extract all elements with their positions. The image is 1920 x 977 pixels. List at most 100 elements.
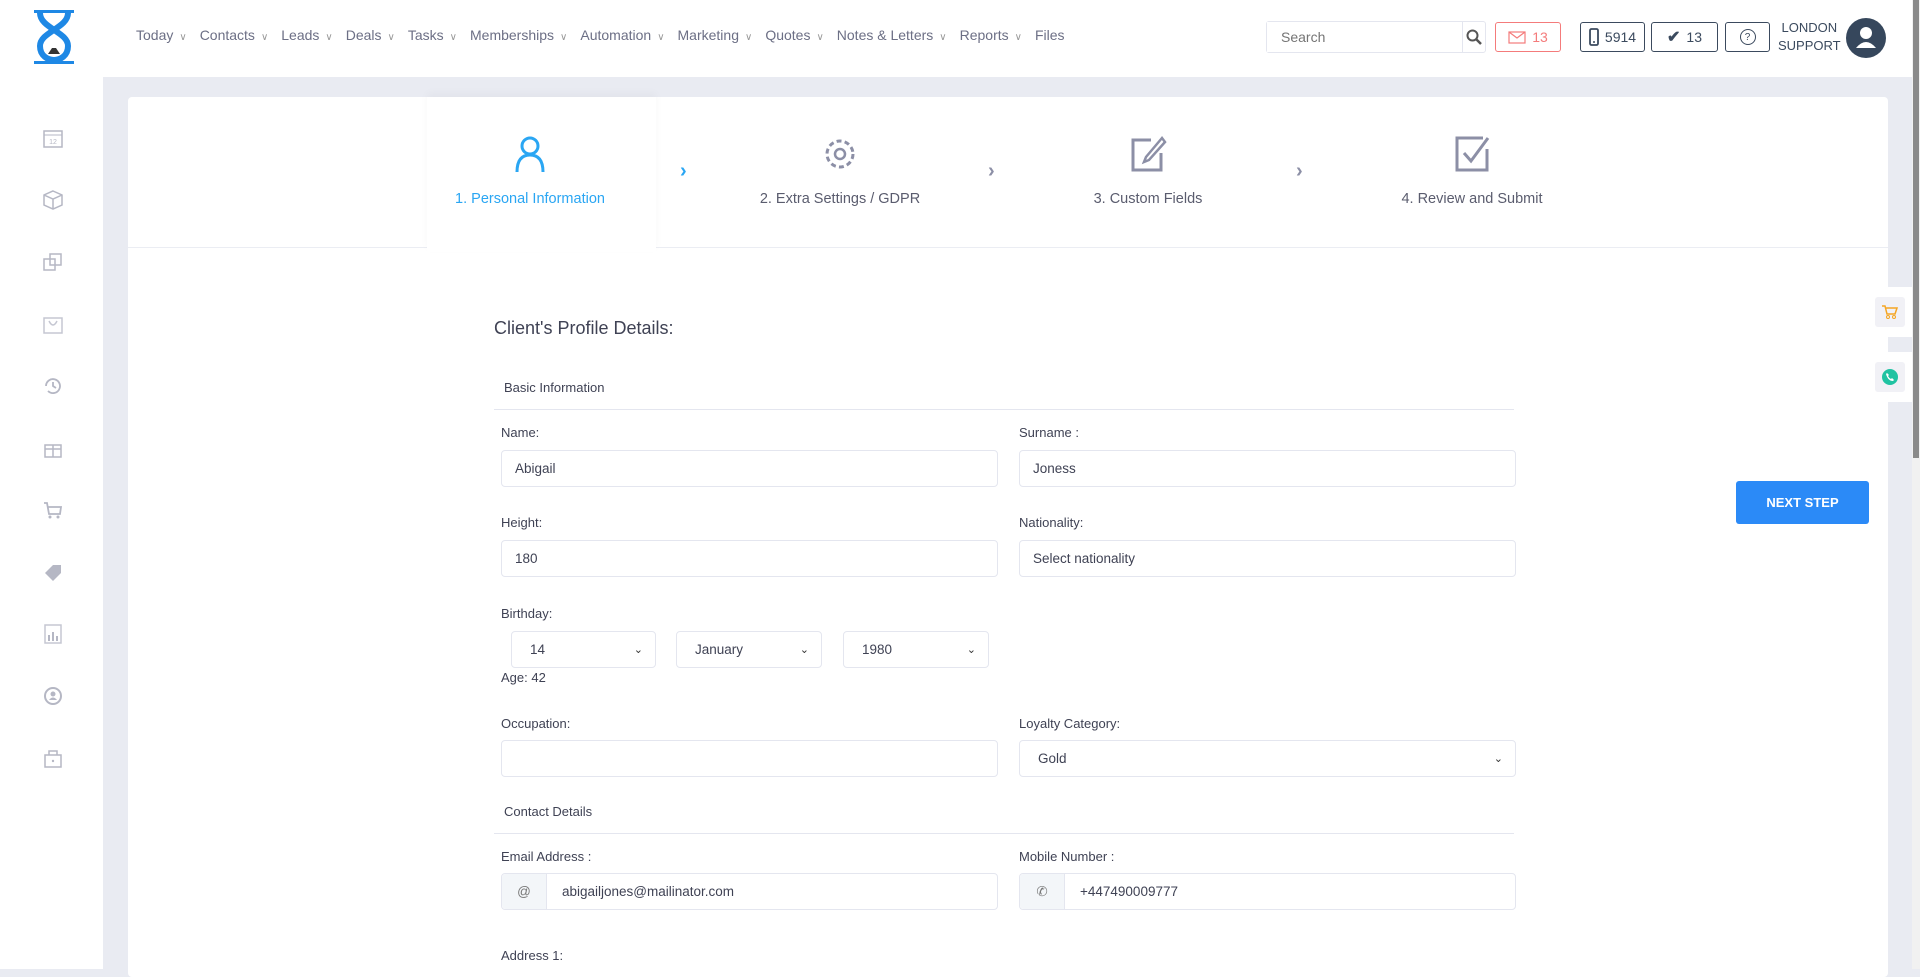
- form-title: Client's Profile Details:: [494, 318, 674, 338]
- step-custom-fields[interactable]: 3. Custom Fields: [1018, 135, 1278, 207]
- tasks-button[interactable]: ✔ 13: [1651, 22, 1718, 52]
- mail-icon: [1508, 30, 1526, 44]
- check-icon: ✔: [1667, 29, 1681, 46]
- tasks-count: 13: [1686, 29, 1702, 45]
- birthday-month-select[interactable]: January ⌄: [676, 631, 822, 668]
- step-personal-information[interactable]: 1. Personal Information: [400, 135, 660, 207]
- search-box: [1266, 21, 1486, 53]
- cart-icon: [1882, 305, 1899, 319]
- tag-icon[interactable]: [42, 561, 64, 583]
- step-extra-settings[interactable]: 2. Extra Settings / GDPR: [710, 135, 970, 207]
- report-icon[interactable]: [42, 623, 64, 645]
- history-icon[interactable]: [42, 375, 64, 397]
- surname-value: Joness: [1033, 461, 1076, 476]
- phone-count: 5914: [1604, 29, 1637, 45]
- height-label: Height:: [501, 515, 543, 530]
- chevron-down-icon: ∨: [260, 32, 269, 43]
- top-header: Today ∨ Contacts ∨ Leads ∨ Deals ∨ Tasks ∨ Me…: [0, 0, 1912, 77]
- email-label: Email Address :: [501, 849, 592, 864]
- chevron-right-icon: ›: [680, 160, 687, 182]
- avatar[interactable]: [1846, 18, 1886, 58]
- gear-icon: [825, 139, 855, 169]
- loyalty-select[interactable]: Gold ⌄: [1019, 740, 1516, 777]
- nav-label: Deals: [345, 27, 382, 43]
- nav-label: Reports: [959, 27, 1009, 43]
- nav-label: Files: [1034, 27, 1065, 43]
- chevron-right-icon: ›: [1296, 160, 1303, 182]
- surname-input[interactable]: Joness: [1019, 450, 1516, 487]
- user-icon: [515, 136, 545, 173]
- birthday-day-select[interactable]: 14 ⌄: [511, 631, 656, 668]
- next-step-button[interactable]: NEXT STEP: [1736, 481, 1869, 524]
- box-icon[interactable]: [42, 189, 64, 211]
- nav-deals[interactable]: Deals ∨: [346, 27, 395, 43]
- search-button[interactable]: [1462, 22, 1485, 52]
- cart-icon[interactable]: [42, 499, 64, 521]
- nav-reports[interactable]: Reports ∨: [960, 27, 1022, 43]
- email-input[interactable]: @ abigailjones@mailinator.com: [501, 873, 998, 910]
- nav-label: Quotes: [765, 27, 811, 43]
- scrollbar-track[interactable]: [1912, 0, 1920, 969]
- lock-icon[interactable]: [42, 747, 64, 769]
- svg-text:12: 12: [49, 139, 57, 146]
- whatsapp-widget[interactable]: [1868, 352, 1912, 402]
- nav-label: Marketing: [677, 27, 739, 43]
- copy-icon[interactable]: [42, 251, 64, 273]
- nav-label: Today: [136, 27, 174, 43]
- nav-today[interactable]: Today ∨: [136, 27, 187, 43]
- help-button[interactable]: ?: [1725, 22, 1770, 52]
- nav-files[interactable]: Files: [1035, 27, 1065, 43]
- nav-label: Tasks: [407, 27, 444, 43]
- nav-label: Leads: [281, 27, 320, 43]
- sidebar: 12: [0, 77, 103, 969]
- nav-memberships[interactable]: Memberships ∨: [470, 27, 567, 43]
- phone-button[interactable]: 5914: [1580, 22, 1645, 52]
- user-icon: [1856, 27, 1876, 48]
- name-input[interactable]: Abigail: [501, 450, 998, 487]
- height-value: 180: [515, 551, 538, 566]
- chevron-down-icon: ⌄: [1493, 753, 1503, 765]
- chevron-down-icon: ⌄: [966, 644, 976, 656]
- step-label: 4. Review and Submit: [1401, 191, 1543, 207]
- mail-button[interactable]: 13: [1495, 22, 1561, 52]
- nav-leads[interactable]: Leads ∨: [281, 27, 332, 43]
- search-icon: [1466, 29, 1482, 45]
- nav-label: Contacts: [199, 27, 255, 43]
- divider: [494, 409, 1514, 410]
- cart-widget[interactable]: [1868, 287, 1912, 337]
- nav-automation[interactable]: Automation ∨: [580, 27, 664, 43]
- chevron-down-icon: ∨: [449, 32, 457, 43]
- scrollbar-thumb[interactable]: [1913, 0, 1919, 458]
- chevron-down-icon: ∨: [560, 32, 568, 43]
- occupation-input[interactable]: [501, 740, 998, 777]
- phone-icon: [1589, 28, 1599, 46]
- search-input[interactable]: [1267, 22, 1462, 52]
- nav-marketing[interactable]: Marketing ∨: [678, 27, 753, 43]
- birthday-year-select[interactable]: 1980 ⌄: [843, 631, 989, 668]
- mobile-input[interactable]: ✆ +447490009777: [1019, 873, 1516, 910]
- nav-quotes[interactable]: Quotes ∨: [765, 27, 823, 43]
- chevron-down-icon: ∨: [816, 32, 824, 43]
- chevron-right-icon: ›: [988, 160, 995, 182]
- nationality-select[interactable]: Select nationality: [1019, 540, 1516, 577]
- height-input[interactable]: 180: [501, 540, 998, 577]
- active-step-highlight: [427, 97, 656, 252]
- step-label: 3. Custom Fields: [1093, 191, 1203, 207]
- gift-icon[interactable]: [42, 437, 64, 459]
- user-name[interactable]: LONDON SUPPORT: [1778, 19, 1841, 55]
- calendar-icon[interactable]: 12: [42, 127, 64, 149]
- nav-notes-letters[interactable]: Notes & Letters ∨: [837, 27, 947, 43]
- logo[interactable]: [30, 10, 78, 64]
- chevron-down-icon: ⌄: [633, 644, 643, 656]
- nav-tasks[interactable]: Tasks ∨: [408, 27, 457, 43]
- user-circle-icon[interactable]: [42, 685, 64, 707]
- year-value: 1980: [862, 642, 893, 657]
- basket-icon[interactable]: [42, 313, 64, 335]
- chevron-down-icon: ∨: [1014, 32, 1022, 43]
- step-label: 1. Personal Information: [455, 191, 605, 207]
- help-icon: ?: [1739, 29, 1756, 45]
- surname-label: Surname :: [1019, 425, 1079, 440]
- step-review-submit[interactable]: 4. Review and Submit: [1342, 135, 1602, 207]
- nav-contacts[interactable]: Contacts ∨: [200, 27, 269, 43]
- mobile-value: +447490009777: [1080, 884, 1178, 899]
